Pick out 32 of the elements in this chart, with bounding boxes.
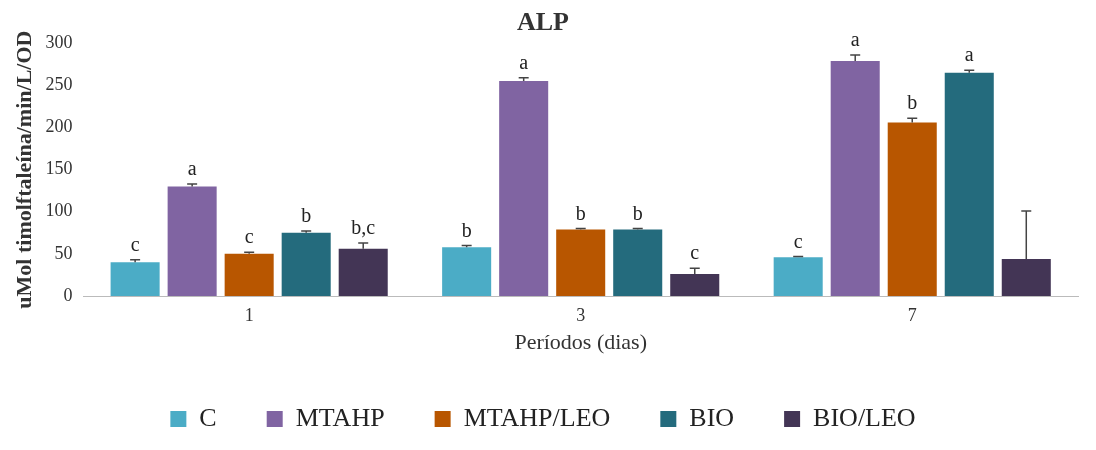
data-label: a bbox=[187, 157, 197, 180]
data-label: a bbox=[519, 51, 529, 73]
y-tick-label: 250 bbox=[45, 74, 73, 95]
y-tick-label: 150 bbox=[45, 158, 73, 179]
data-label: b bbox=[632, 201, 643, 224]
legend-label: C bbox=[199, 402, 217, 432]
data-label: b bbox=[907, 91, 918, 114]
data-label: c bbox=[793, 229, 803, 252]
y-axis-title: uMol timolftaleína/min/L/OD bbox=[10, 30, 36, 309]
data-label: c bbox=[130, 233, 140, 256]
data-label: b,c bbox=[351, 216, 376, 239]
chart-title: ALP bbox=[517, 7, 570, 37]
y-tick-label: 0 bbox=[63, 284, 73, 305]
y-tick-label: 300 bbox=[45, 31, 73, 52]
data-label: b bbox=[301, 204, 312, 227]
legend-label: MTAHP bbox=[295, 402, 385, 432]
x-tick-label: 1 bbox=[244, 304, 254, 325]
data-label: c bbox=[244, 225, 254, 248]
data-label: c bbox=[690, 241, 700, 264]
legend-label: BIO/LEO bbox=[813, 402, 916, 432]
x-tick-label: 3 bbox=[576, 304, 586, 325]
y-tick-label: 50 bbox=[54, 242, 73, 263]
x-tick-label: 7 bbox=[907, 304, 917, 325]
data-label: a bbox=[964, 43, 974, 66]
data-label: b bbox=[575, 201, 586, 224]
y-tick-label: 100 bbox=[45, 200, 73, 221]
x-axis-title: Períodos (dias) bbox=[514, 328, 647, 354]
legend-label: MTAHP/LEO bbox=[463, 402, 611, 432]
legend-label: BIO bbox=[689, 402, 735, 432]
data-label: b bbox=[461, 218, 472, 241]
y-tick-label: 200 bbox=[45, 116, 73, 137]
data-label: a bbox=[850, 28, 860, 51]
